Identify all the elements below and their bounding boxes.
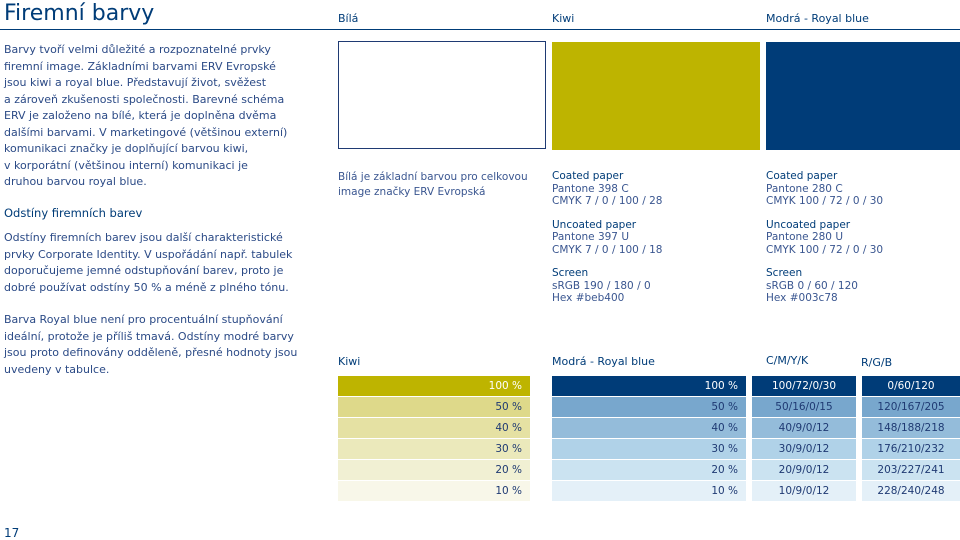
rgb-cell: 228/240/248	[862, 481, 960, 501]
shades-heading: Odstíny firemních barev	[4, 206, 143, 220]
uncoated-label: Uncoated paper	[766, 218, 851, 231]
white-swatch	[338, 41, 546, 149]
kiwi-shade-row: 100 %	[338, 376, 530, 396]
intro-line: druhou barvou royal blue.	[4, 175, 147, 188]
cmyk-cell: 40/9/0/12	[752, 418, 856, 438]
rgb-header: R/G/B	[861, 356, 893, 369]
intro-line: a zároveň zkušenosti společnosti. Barevn…	[4, 92, 285, 106]
white-desc-line: image značky ERV Evropská	[338, 186, 486, 198]
intro-line: v korporátní (většinou interní) komunika…	[4, 158, 248, 172]
rgb-cell: 120/167/205	[862, 397, 960, 417]
shades-line: Odstíny firemních barev jsou další chara…	[4, 231, 283, 244]
kiwi-shade-row: 50 %	[338, 397, 530, 417]
rgb-cell: 0/60/120	[862, 376, 960, 396]
kiwi-shade-row: 30 %	[338, 439, 530, 459]
rgb-cell: 148/188/218	[862, 418, 960, 438]
uncoated-pantone: Pantone 397 U	[552, 231, 630, 243]
coated-cmyk: CMYK 7 / 0 / 100 / 28	[552, 195, 663, 207]
kiwi-shade-row: 10 %	[338, 481, 530, 501]
blue-shade-row: 30 %	[552, 439, 746, 459]
screen-hex: Hex #beb400	[552, 292, 625, 304]
blue-shade-row: 20 %	[552, 460, 746, 480]
title-divider	[0, 29, 960, 30]
note-line: ideální, protože je příliš tmavá. Odstín…	[4, 329, 294, 343]
blue-swatch	[766, 42, 960, 150]
coated-pantone: Pantone 398 C	[552, 182, 629, 195]
intro-line: komunikaci značky je doplňující barvou k…	[4, 142, 249, 155]
kiwi-shade-pct: 30 %	[495, 443, 522, 455]
kiwi-shade-pct: 40 %	[495, 422, 522, 434]
uncoated-pantone: Pantone 280 U	[766, 231, 844, 243]
kiwi-specs: Coated paper Pantone 398 C CMYK 7 / 0 / …	[552, 170, 662, 305]
coated-label: Coated paper	[766, 170, 838, 182]
intro-line: Barvy tvoří velmi důležité a rozpoznatel…	[4, 43, 271, 56]
cmyk-cell: 30/9/0/12	[752, 439, 856, 459]
blue-shade-pct: 100 %	[704, 380, 738, 392]
uncoated-cmyk: CMYK 100 / 72 / 0 / 30	[766, 243, 884, 256]
rgb-cell: 176/210/232	[862, 439, 960, 459]
coated-cmyk: CMYK 100 / 72 / 0 / 30	[766, 195, 884, 207]
blue-shade-row: 100 %	[552, 376, 746, 396]
shades-line: prvky Corporate Identity. V uspořádání n…	[4, 247, 293, 261]
uncoated-cmyk: CMYK 7 / 0 / 100 / 18	[552, 243, 663, 256]
page-title: Firemní barvy	[4, 1, 155, 26]
color-name-blue: Modrá - Royal blue	[766, 12, 869, 25]
intro-line: ERV je založeno na bílé, která je doplně…	[4, 109, 277, 122]
blue-shade-pct: 50 %	[711, 401, 738, 413]
kiwi-swatch	[552, 42, 760, 150]
note-line: Barva Royal blue není pro procentuální s…	[4, 313, 283, 326]
blue-shade-row: 10 %	[552, 481, 746, 501]
white-description: Bílá je základní barvou pro celkovou ima…	[338, 170, 528, 200]
kiwi-shade-pct: 50 %	[495, 401, 522, 413]
blue-shade-pct: 40 %	[711, 422, 738, 434]
page-number: 17	[4, 526, 20, 540]
blue-shade-pct: 30 %	[711, 443, 738, 455]
screen-rgb: sRGB 0 / 60 / 120	[766, 279, 858, 292]
cmyk-cell: 10/9/0/12	[752, 481, 856, 501]
intro-line: firemní image. Základními barvami ERV Ev…	[4, 59, 276, 73]
white-desc-line: Bílá je základní barvou pro celkovou	[338, 171, 528, 183]
note-line: jsou proto definovány odděleně, přesné h…	[4, 346, 298, 359]
coated-pantone: Pantone 280 C	[766, 182, 843, 195]
screen-hex: Hex #003c78	[766, 292, 838, 304]
uncoated-label: Uncoated paper	[552, 218, 637, 231]
blue-specs: Coated paper Pantone 280 C CMYK 100 / 72…	[766, 170, 883, 305]
rgb-cell: 203/227/241	[862, 460, 960, 480]
blue-scale-label: Modrá - Royal blue	[552, 355, 655, 368]
kiwi-scale-label: Kiwi	[338, 355, 361, 368]
blue-shade-row: 40 %	[552, 418, 746, 438]
blue-shade-pct: 20 %	[711, 464, 738, 476]
intro-text: Barvy tvoří velmi důležité a rozpoznatel…	[4, 42, 324, 191]
shades-note: Barva Royal blue není pro procentuální s…	[4, 312, 324, 378]
kiwi-shade-pct: 10 %	[495, 485, 522, 497]
coated-label: Coated paper	[552, 170, 624, 182]
shades-line: doporučujeme jemné odstupňování barev, p…	[4, 264, 284, 277]
cmyk-cell: 20/9/0/12	[752, 460, 856, 480]
shades-text: Odstíny firemních barev jsou další chara…	[4, 230, 324, 296]
kiwi-shade-row: 40 %	[338, 418, 530, 438]
intro-line: jsou kiwi a royal blue. Představují živo…	[4, 76, 267, 89]
color-name-kiwi: Kiwi	[552, 12, 575, 25]
cmyk-cell: 100/72/0/30	[752, 376, 856, 396]
blue-shade-pct: 10 %	[711, 485, 738, 497]
blue-shade-row: 50 %	[552, 397, 746, 417]
cmyk-header: C/M/Y/K	[766, 354, 809, 367]
screen-label: Screen	[766, 267, 803, 279]
screen-label: Screen	[552, 267, 589, 279]
cmyk-cell: 50/16/0/15	[752, 397, 856, 417]
color-name-white: Bílá	[338, 12, 359, 25]
screen-rgb: sRGB 190 / 180 / 0	[552, 279, 651, 292]
shades-line: dobré používat odstíny 50 % a méně z pln…	[4, 280, 289, 294]
note-line: uvedeny v tabulce.	[4, 362, 110, 376]
kiwi-shade-row: 20 %	[338, 460, 530, 480]
kiwi-shade-pct: 100 %	[488, 380, 522, 392]
kiwi-shade-pct: 20 %	[495, 464, 522, 476]
intro-line: dalšími barvami. V marketingové (většino…	[4, 125, 288, 139]
